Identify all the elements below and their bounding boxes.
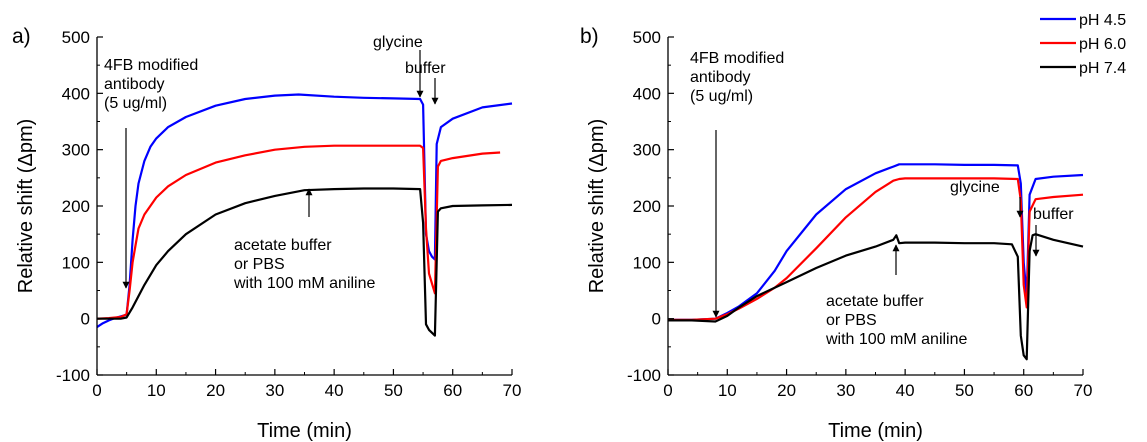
y-tick-label: -100 bbox=[627, 366, 661, 385]
x-tick-label: 20 bbox=[206, 381, 225, 400]
y-tick-label: 300 bbox=[633, 141, 661, 160]
annotation-text: glycine bbox=[373, 34, 423, 51]
series-line-pH-7_4 bbox=[97, 187, 513, 337]
y-tick-label: 0 bbox=[652, 310, 661, 329]
x-tick-label: 50 bbox=[384, 381, 403, 400]
series-line-pH-6_0 bbox=[96, 144, 501, 320]
x-tick-label: 0 bbox=[92, 381, 101, 400]
annotation-text: buffer bbox=[405, 60, 446, 77]
x-tick-label: 10 bbox=[147, 381, 166, 400]
annotation-text: buffer bbox=[1033, 206, 1074, 223]
series-line-pH-4_5 bbox=[96, 93, 513, 329]
x-tick-label: 70 bbox=[503, 381, 522, 400]
x-tick-label: 0 bbox=[663, 381, 672, 400]
y-tick-label: 400 bbox=[633, 84, 661, 103]
annotation-text: 4FB modified antibody (5 ug/ml) bbox=[690, 50, 784, 105]
y-tick-label: 0 bbox=[81, 310, 90, 329]
x-axis-label: Time (min) bbox=[257, 420, 352, 442]
legend-label: pH 6.0 bbox=[1079, 36, 1126, 53]
annotation-text: 4FB modified antibody (5 ug/ml) bbox=[104, 57, 198, 112]
x-tick-label: 30 bbox=[265, 381, 284, 400]
y-tick-label: 100 bbox=[633, 253, 661, 272]
y-tick-label: 200 bbox=[62, 197, 90, 216]
annotation-text: acetate buffer or PBS with 100 mM aniline bbox=[825, 293, 968, 348]
x-tick-label: 60 bbox=[1014, 381, 1033, 400]
y-tick-label: 500 bbox=[62, 28, 90, 47]
legend: pH 4.5 pH 6.0 pH 7.4 bbox=[1040, 12, 1126, 77]
x-tick-label: 20 bbox=[777, 381, 796, 400]
chart-panel-a: 0 10 20 30 40 50 60 70-1000100200300400500Time … bbox=[12, 25, 521, 442]
chart-panel-b: 0 10 20 30 40 50 60 70-1000100200300400500Time … bbox=[580, 12, 1126, 442]
x-tick-label: 60 bbox=[443, 381, 462, 400]
annotation-text: acetate buffer or PBS with 100 mM aniline bbox=[233, 237, 376, 292]
x-tick-label: 10 bbox=[718, 381, 737, 400]
panel-label: a) bbox=[12, 25, 31, 48]
y-tick-label: 100 bbox=[62, 253, 90, 272]
legend-label: pH 7.4 bbox=[1079, 60, 1126, 77]
y-tick-label: -100 bbox=[56, 366, 90, 385]
x-axis-label: Time (min) bbox=[828, 420, 923, 442]
y-axis-label: Relative shift (Δpm) bbox=[586, 119, 608, 294]
legend-label: pH 4.5 bbox=[1079, 12, 1126, 29]
y-tick-label: 200 bbox=[633, 197, 661, 216]
annotation-text: glycine bbox=[950, 179, 1000, 196]
x-tick-label: 30 bbox=[836, 381, 855, 400]
x-tick-label: 40 bbox=[325, 381, 344, 400]
x-tick-label: 40 bbox=[896, 381, 915, 400]
series-line-pH-7_4 bbox=[668, 233, 1084, 361]
y-tick-label: 300 bbox=[62, 141, 90, 160]
y-tick-label: 400 bbox=[62, 84, 90, 103]
x-tick-label: 70 bbox=[1074, 381, 1093, 400]
x-tick-label: 50 bbox=[955, 381, 974, 400]
panel-label: b) bbox=[580, 25, 599, 48]
y-axis-label: Relative shift (Δpm) bbox=[15, 119, 37, 294]
y-tick-label: 500 bbox=[633, 28, 661, 47]
